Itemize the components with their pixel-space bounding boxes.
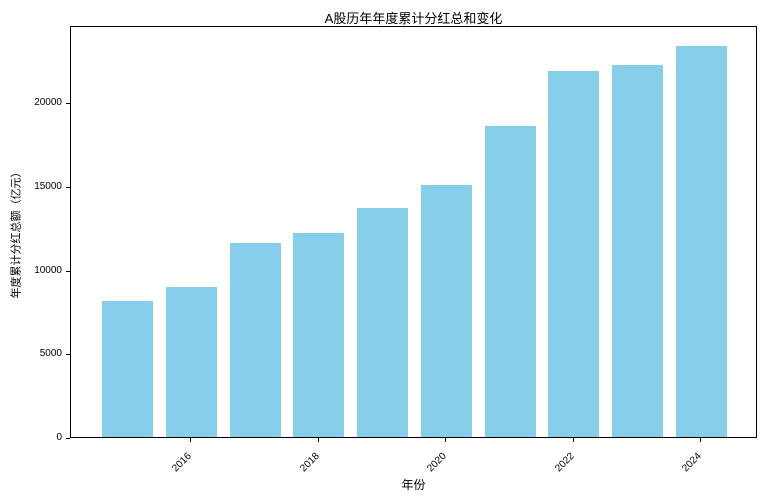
y-tick-mark — [66, 354, 70, 356]
y-tick-label: 10000 — [34, 264, 62, 276]
y-tick-mark — [66, 438, 70, 439]
chart-title: A股历年年度累计分红总和变化 — [324, 11, 503, 26]
bar-2016 — [165, 286, 217, 437]
x-tick-label: 2024 — [680, 450, 705, 475]
plot-area — [70, 26, 757, 438]
y-axis-label: 年度累计分红总额（亿元） — [10, 166, 23, 299]
y-tick-label: 20000 — [34, 97, 62, 109]
y-tick-mark — [66, 270, 70, 272]
x-tick-label: 2018 — [298, 450, 322, 475]
x-tick-mark — [700, 438, 702, 442]
bar-2015 — [102, 300, 154, 437]
y-tick-label: 15000 — [34, 180, 62, 192]
bar-2020 — [420, 184, 472, 437]
x-tick-mark — [190, 438, 192, 442]
y-tick-label: 5000 — [39, 348, 62, 360]
x-tick-mark — [572, 438, 574, 442]
x-tick-label: 2020 — [425, 450, 450, 475]
bar-2019 — [357, 208, 409, 437]
bar-2021 — [484, 125, 536, 437]
y-tick-mark — [66, 103, 70, 105]
x-tick-mark — [317, 438, 319, 442]
bar-2023 — [612, 65, 664, 437]
x-axis-label: 年份 — [401, 478, 426, 492]
bar-2022 — [548, 71, 600, 437]
y-tick-mark — [66, 186, 70, 188]
x-tick-label: 2022 — [553, 450, 577, 475]
bar-2017 — [229, 242, 281, 437]
bar-2024 — [675, 46, 727, 437]
x-tick-mark — [445, 438, 447, 442]
bar-2018 — [293, 233, 345, 437]
x-tick-label: 2016 — [170, 450, 195, 475]
y-tick-label: 0 — [56, 432, 62, 443]
